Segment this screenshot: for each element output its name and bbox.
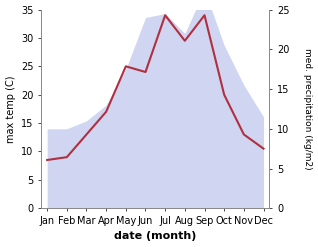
X-axis label: date (month): date (month): [114, 231, 197, 242]
Y-axis label: max temp (C): max temp (C): [5, 75, 16, 143]
Y-axis label: med. precipitation (kg/m2): med. precipitation (kg/m2): [303, 48, 313, 170]
